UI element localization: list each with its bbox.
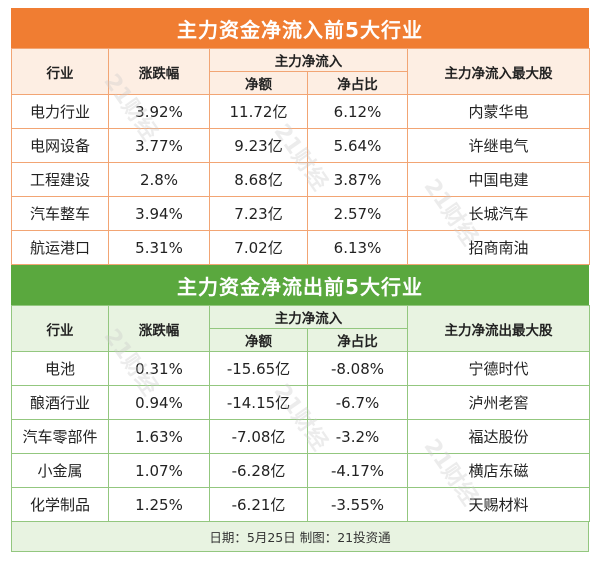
inflow-title: 主力资金净流入前5大行业 xyxy=(11,8,589,48)
change-cell: 1.07% xyxy=(108,453,210,488)
infographic: 主力资金净流入前5大行业 行业 涨跌幅 主力净流入 主力净流入最大股 净额 净占… xyxy=(11,8,590,552)
ratio-cell: -3.2% xyxy=(307,419,408,454)
amount-cell: -15.65亿 xyxy=(209,351,308,386)
inflow-header-industry: 行业 xyxy=(11,48,109,95)
amount-cell: 8.68亿 xyxy=(209,162,308,197)
amount-cell: -6.28亿 xyxy=(209,453,308,488)
top-stock-cell: 长城汽车 xyxy=(407,196,590,231)
ratio-cell: -8.08% xyxy=(307,351,408,386)
table-row: 电池 0.31% -15.65亿 -8.08% 宁德时代 xyxy=(11,351,590,386)
industry-cell: 电网设备 xyxy=(11,128,109,163)
top-stock-cell: 横店东磁 xyxy=(407,453,590,488)
table-row: 电网设备 3.77% 9.23亿 5.64% 许继电气 xyxy=(11,128,590,163)
outflow-header-group: 主力净流入 xyxy=(209,305,408,329)
table-row: 酿酒行业 0.94% -14.15亿 -6.7% 泸州老窖 xyxy=(11,385,590,420)
amount-cell: 11.72亿 xyxy=(209,94,308,129)
outflow-header-change: 涨跌幅 xyxy=(108,305,210,352)
outflow-header-top-stock: 主力净流出最大股 xyxy=(407,305,590,352)
table-row: 工程建设 2.8% 8.68亿 3.87% 中国电建 xyxy=(11,162,590,197)
change-cell: 3.77% xyxy=(108,128,210,163)
ratio-cell: 6.12% xyxy=(307,94,408,129)
table-row: 汽车零部件 1.63% -7.08亿 -3.2% 福达股份 xyxy=(11,419,590,454)
amount-cell: -7.08亿 xyxy=(209,419,308,454)
table-row: 航运港口 5.31% 7.02亿 6.13% 招商南油 xyxy=(11,230,590,265)
outflow-header-industry: 行业 xyxy=(11,305,109,352)
inflow-header-ratio: 净占比 xyxy=(307,71,408,95)
inflow-header-amount: 净额 xyxy=(209,71,308,95)
industry-cell: 汽车整车 xyxy=(11,196,109,231)
industry-cell: 航运港口 xyxy=(11,230,109,265)
change-cell: 2.8% xyxy=(108,162,210,197)
change-cell: 1.25% xyxy=(108,487,210,522)
top-stock-cell: 泸州老窖 xyxy=(407,385,590,420)
top-stock-cell: 宁德时代 xyxy=(407,351,590,386)
change-cell: 1.63% xyxy=(108,419,210,454)
change-cell: 3.92% xyxy=(108,94,210,129)
outflow-title: 主力资金净流出前5大行业 xyxy=(11,265,589,305)
amount-cell: 9.23亿 xyxy=(209,128,308,163)
industry-cell: 汽车零部件 xyxy=(11,419,109,454)
outflow-header-ratio: 净占比 xyxy=(307,328,408,352)
table-row: 小金属 1.07% -6.28亿 -4.17% 横店东磁 xyxy=(11,453,590,488)
outflow-header-amount: 净额 xyxy=(209,328,308,352)
ratio-cell: 5.64% xyxy=(307,128,408,163)
inflow-header-group: 主力净流入 xyxy=(209,48,408,72)
table-row: 电力行业 3.92% 11.72亿 6.12% 内蒙华电 xyxy=(11,94,590,129)
amount-cell: 7.02亿 xyxy=(209,230,308,265)
outflow-table: 行业 涨跌幅 主力净流入 主力净流出最大股 净额 净占比 电池 0.31% -1… xyxy=(11,305,590,522)
outflow-subheader-row: 净额 净占比 xyxy=(12,328,590,352)
inflow-header-row: 行业 涨跌幅 主力净流入 主力净流入最大股 xyxy=(11,48,590,95)
top-stock-cell: 福达股份 xyxy=(407,419,590,454)
table-row: 化学制品 1.25% -6.21亿 -3.55% 天赐材料 xyxy=(11,487,590,522)
amount-cell: 7.23亿 xyxy=(209,196,308,231)
industry-cell: 酿酒行业 xyxy=(11,385,109,420)
top-stock-cell: 招商南油 xyxy=(407,230,590,265)
inflow-header-change: 涨跌幅 xyxy=(108,48,210,95)
industry-cell: 工程建设 xyxy=(11,162,109,197)
ratio-cell: 3.87% xyxy=(307,162,408,197)
ratio-cell: 2.57% xyxy=(307,196,408,231)
top-stock-cell: 中国电建 xyxy=(407,162,590,197)
ratio-cell: -6.7% xyxy=(307,385,408,420)
change-cell: 0.31% xyxy=(108,351,210,386)
footer-note: 日期：5月25日 制图：21投资通 xyxy=(11,522,589,552)
change-cell: 5.31% xyxy=(108,230,210,265)
top-stock-cell: 天赐材料 xyxy=(407,487,590,522)
top-stock-cell: 内蒙华电 xyxy=(407,94,590,129)
table-row: 汽车整车 3.94% 7.23亿 2.57% 长城汽车 xyxy=(11,196,590,231)
industry-cell: 电池 xyxy=(11,351,109,386)
ratio-cell: 6.13% xyxy=(307,230,408,265)
top-stock-cell: 许继电气 xyxy=(407,128,590,163)
industry-cell: 电力行业 xyxy=(11,94,109,129)
amount-cell: -14.15亿 xyxy=(209,385,308,420)
inflow-header-top-stock: 主力净流入最大股 xyxy=(407,48,590,95)
ratio-cell: -4.17% xyxy=(307,453,408,488)
industry-cell: 化学制品 xyxy=(11,487,109,522)
industry-cell: 小金属 xyxy=(11,453,109,488)
outflow-header-row: 行业 涨跌幅 主力净流入 主力净流出最大股 xyxy=(11,305,590,352)
change-cell: 3.94% xyxy=(108,196,210,231)
change-cell: 0.94% xyxy=(108,385,210,420)
inflow-table: 行业 涨跌幅 主力净流入 主力净流入最大股 净额 净占比 电力行业 3.92% … xyxy=(11,48,590,265)
ratio-cell: -3.55% xyxy=(307,487,408,522)
amount-cell: -6.21亿 xyxy=(209,487,308,522)
